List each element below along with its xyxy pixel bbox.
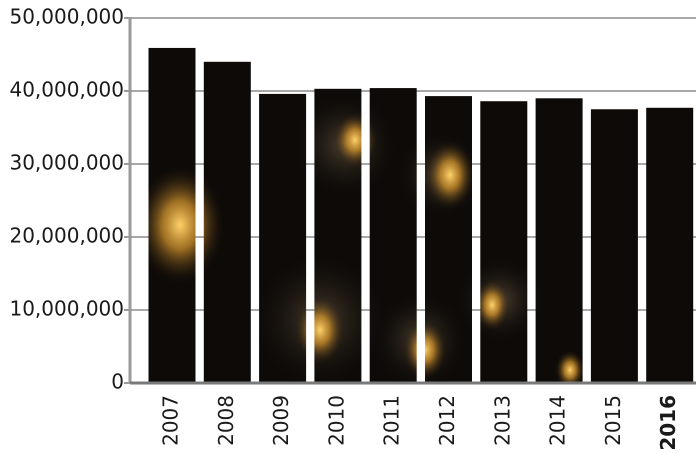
x-tick-label: 2013 bbox=[490, 395, 514, 446]
x-tick-label: 2009 bbox=[269, 395, 293, 446]
bar bbox=[314, 88, 362, 383]
y-tick-label: 10,000,000 bbox=[9, 297, 124, 321]
y-tick-label: 40,000,000 bbox=[9, 78, 124, 102]
bar bbox=[148, 47, 196, 384]
x-tick-label: 2008 bbox=[214, 395, 238, 446]
x-tick-label: 2012 bbox=[435, 395, 459, 446]
bar bbox=[646, 107, 694, 383]
y-tick-label: 30,000,000 bbox=[9, 151, 124, 175]
x-tick-label: 2010 bbox=[324, 395, 348, 446]
bar bbox=[203, 61, 251, 384]
bar bbox=[535, 98, 583, 384]
bar bbox=[369, 88, 417, 383]
y-tick-label: 20,000,000 bbox=[9, 224, 124, 248]
x-tick-label: 2016 bbox=[656, 395, 680, 451]
bar bbox=[425, 96, 472, 384]
x-tick-label: 2007 bbox=[159, 395, 183, 446]
x-tick-label: 2015 bbox=[601, 395, 625, 446]
y-tick-label: 0 bbox=[111, 370, 124, 394]
x-tick-label: 2011 bbox=[380, 395, 404, 446]
bar bbox=[480, 101, 528, 383]
y-tick-label: 50,000,000 bbox=[9, 5, 124, 29]
bar bbox=[590, 109, 638, 383]
bar bbox=[259, 93, 307, 384]
x-tick-label: 2014 bbox=[546, 395, 570, 446]
